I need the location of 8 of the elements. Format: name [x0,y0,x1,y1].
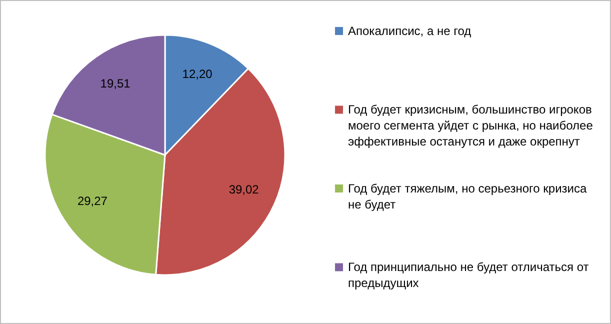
data-label: 39,02 [228,182,260,197]
legend-label: Год будет тяжелым, но серьезного кризиса не будет [348,181,587,212]
data-label: 19,51 [100,76,131,90]
legend-label: Год принципиально не будет отличаться от предыдущих [348,260,590,290]
legend-label: Год будет кризисным, большинство игроков моего сегмента уйдет с рынка, но наиболее эффективные останутся и даже окрепнут [348,102,594,149]
data-label: 29,27 [77,194,108,208]
data-label: 12,20 [182,67,213,82]
legend-label: Апокалипсис, а не год [348,24,472,38]
